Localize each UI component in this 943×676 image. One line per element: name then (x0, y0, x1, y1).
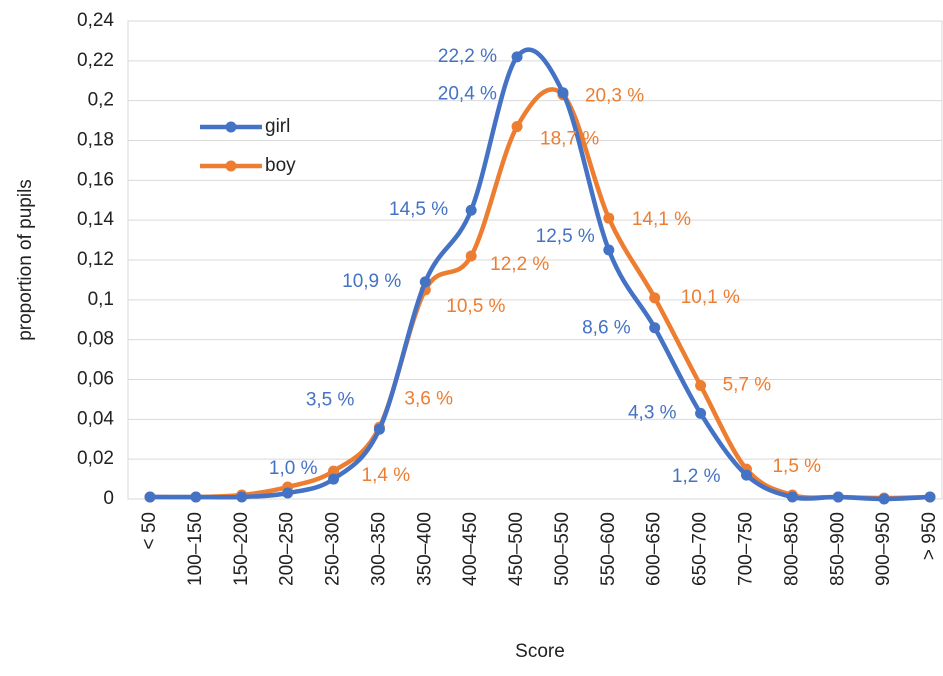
data-point (282, 487, 294, 499)
data-label: 20,4 % (438, 84, 497, 105)
x-tick-label: 300–350 (368, 512, 389, 586)
data-point (603, 244, 615, 256)
x-tick-label: 800–850 (781, 512, 802, 586)
data-point (465, 250, 477, 262)
x-tick-label: 350–400 (414, 512, 435, 586)
y-tick-label: 0,18 (77, 130, 114, 151)
data-point (465, 204, 477, 216)
data-point (695, 379, 707, 391)
data-point (649, 292, 661, 304)
data-label: 1,2 % (672, 466, 721, 487)
x-tick-label: 850–900 (827, 512, 848, 586)
data-point (190, 491, 202, 503)
data-point (144, 491, 156, 503)
data-label: 8,6 % (582, 318, 631, 339)
data-label: 5,7 % (723, 374, 772, 395)
y-tick-label: 0,06 (77, 369, 114, 390)
x-tick-label: 250–300 (323, 512, 344, 586)
y-tick-label: 0,22 (77, 50, 114, 71)
x-tick-label: 650–700 (690, 512, 711, 586)
data-label: 3,6 % (404, 388, 453, 409)
x-tick-label: > 950 (919, 512, 940, 560)
data-point (832, 491, 844, 503)
y-tick-label: 0,14 (77, 209, 114, 230)
x-axis-label: Score (515, 641, 565, 662)
data-point (740, 469, 752, 481)
x-tick-label: 700–750 (735, 512, 756, 586)
data-label: 22,2 % (438, 46, 497, 67)
data-label: 12,2 % (490, 254, 549, 275)
data-label: 14,1 % (632, 209, 691, 230)
data-label: 1,0 % (269, 458, 318, 479)
y-axis-label: proportion of pupils (15, 179, 36, 341)
legend-label: girl (265, 116, 290, 137)
data-label: 12,5 % (536, 226, 595, 247)
data-point (373, 423, 385, 435)
data-point (511, 121, 523, 133)
x-tick-label: < 50 (139, 512, 160, 550)
data-point (649, 322, 661, 334)
data-point (695, 407, 707, 419)
x-tick-label: 150–200 (231, 512, 252, 586)
data-label: 10,9 % (342, 271, 401, 292)
data-label: 10,5 % (446, 296, 505, 317)
y-tick-label: 0,16 (77, 169, 114, 190)
data-point (419, 276, 431, 288)
data-point (924, 491, 936, 503)
x-tick-label: 100–150 (185, 512, 206, 586)
data-point (786, 491, 798, 503)
y-tick-label: 0,2 (88, 90, 114, 111)
data-label: 4,3 % (628, 402, 677, 423)
y-tick-label: 0,24 (77, 10, 114, 31)
data-label: 10,1 % (681, 287, 740, 308)
y-tick-label: 0,12 (77, 249, 114, 270)
y-tick-label: 0,1 (88, 289, 114, 310)
legend-marker (225, 121, 237, 133)
data-label: 1,4 % (362, 465, 411, 486)
series-line (150, 47, 931, 502)
y-tick-label: 0,04 (77, 408, 114, 429)
x-tick-label: 400–450 (460, 512, 481, 586)
y-tick-label: 0,08 (77, 329, 114, 350)
data-point (878, 493, 890, 505)
series-line (149, 87, 931, 501)
data-label: 20,3 % (585, 86, 644, 107)
x-tick-label: 600–650 (644, 512, 665, 586)
y-tick-label: 0 (103, 488, 114, 509)
data-point (328, 473, 340, 485)
y-tick-label: 0,02 (77, 448, 114, 469)
data-point (603, 212, 615, 224)
data-point (511, 51, 523, 63)
legend-marker (225, 160, 237, 172)
x-tick-label: 200–250 (277, 512, 298, 586)
x-tick-label: 450–500 (506, 512, 527, 586)
legend-label: boy (265, 155, 296, 176)
x-tick-label: 900–950 (873, 512, 894, 586)
data-point (236, 491, 248, 503)
x-tick-label: 500–550 (552, 512, 573, 586)
data-label: 1,5 % (772, 456, 821, 477)
x-tick-label: 550–600 (598, 512, 619, 586)
data-point (328, 465, 340, 477)
data-label: 18,7 % (540, 129, 599, 150)
data-label: 3,5 % (306, 389, 355, 410)
data-label: 14,5 % (389, 199, 448, 220)
data-point (557, 87, 569, 99)
